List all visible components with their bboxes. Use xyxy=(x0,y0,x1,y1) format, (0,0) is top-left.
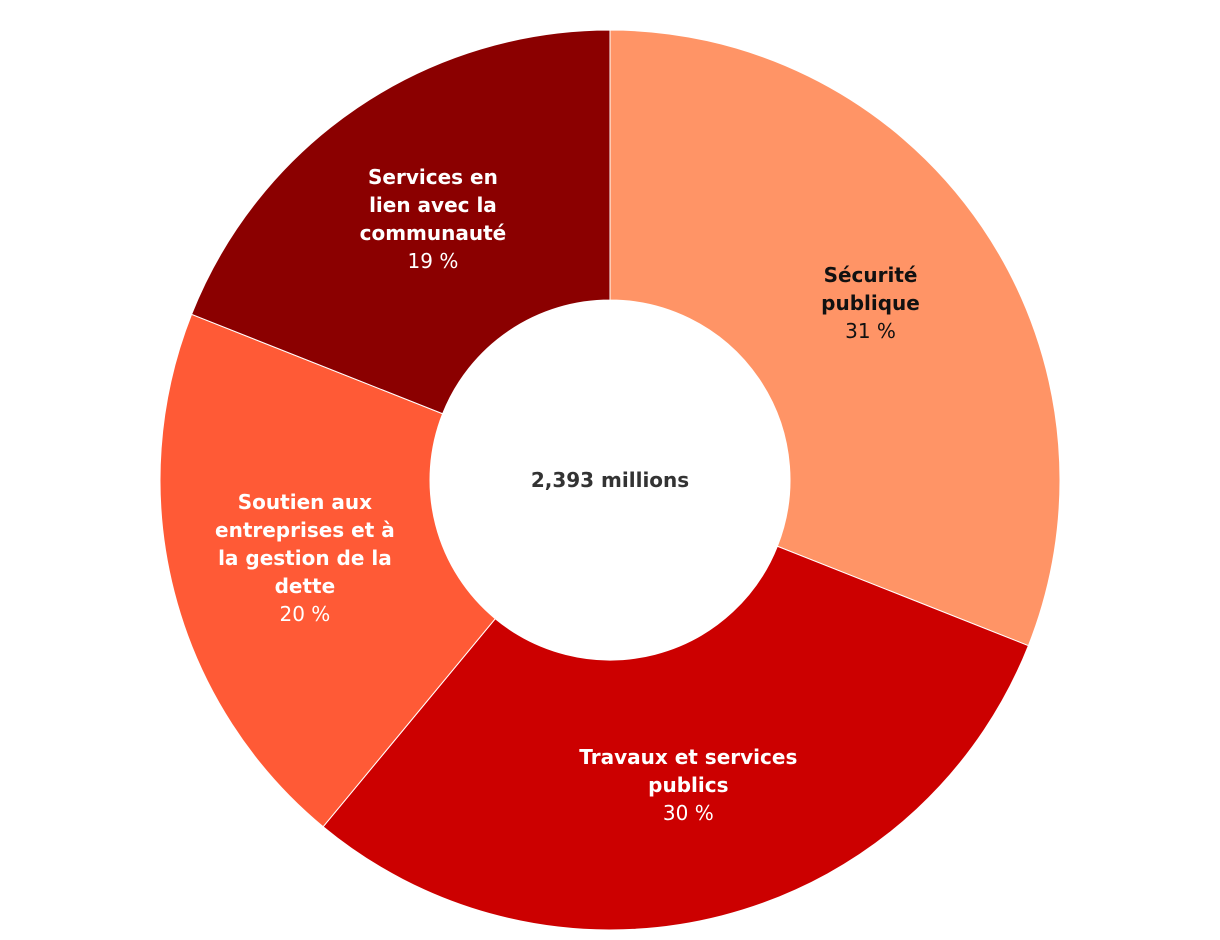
value-label: 31 % xyxy=(845,318,896,343)
donut-slice xyxy=(159,313,496,828)
category-label: Travaux et services publics xyxy=(579,745,798,798)
slice-label: Travaux et services publics 30 % xyxy=(568,743,808,827)
category-label: Soutien aux entreprises et à la gestion … xyxy=(215,490,395,599)
category-label: Services en lien avec la communauté xyxy=(359,165,507,246)
donut-slice xyxy=(609,29,1061,647)
center-text: 2,393 millions xyxy=(530,468,690,492)
slice-label: Services en lien avec la communauté 19 % xyxy=(353,163,513,275)
value-label: 20 % xyxy=(279,602,331,627)
slice-label: Soutien aux entreprises et à la gestion … xyxy=(215,488,395,628)
slice-label: Sécurité publique 31 % xyxy=(816,261,926,345)
value-label: 19 % xyxy=(407,249,459,274)
donut-slice xyxy=(322,545,1030,931)
category-label: Sécurité publique xyxy=(821,262,920,315)
donut-slice xyxy=(190,29,611,415)
value-label: 30 % xyxy=(662,801,714,826)
